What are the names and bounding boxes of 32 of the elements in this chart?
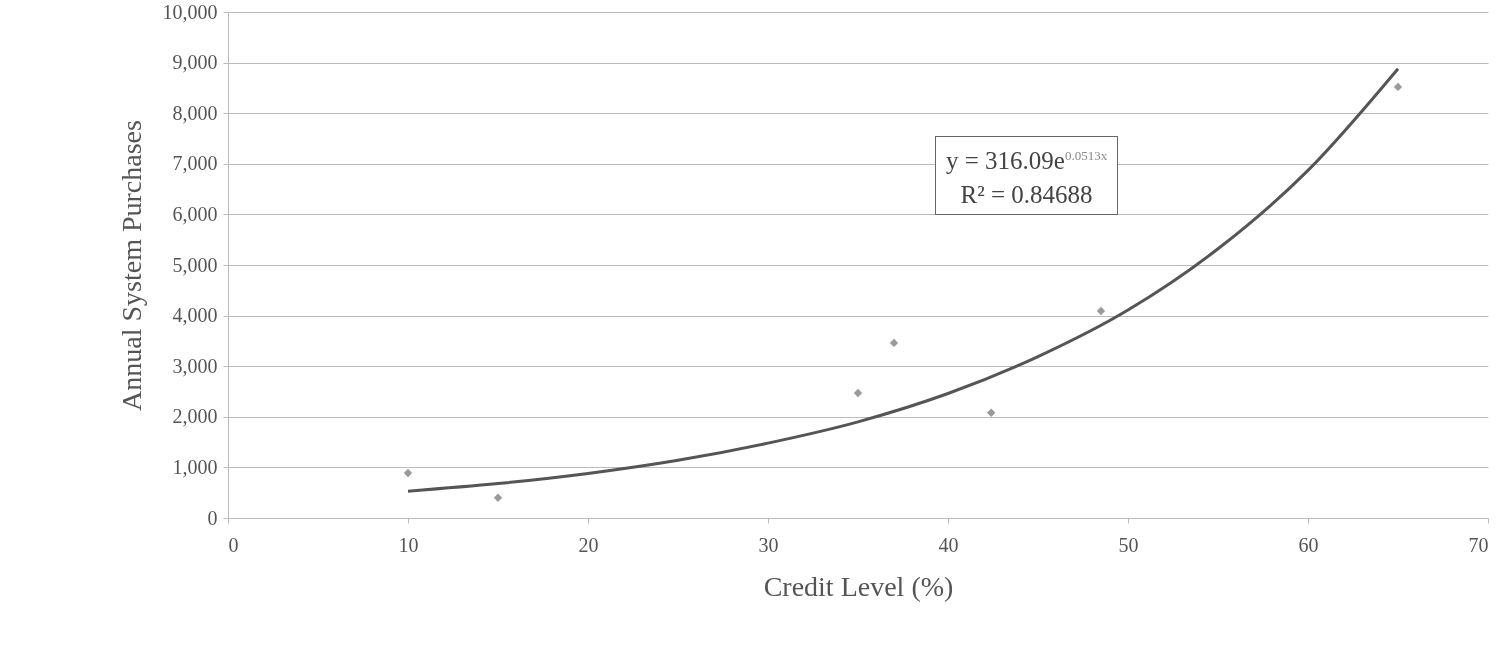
annotation: y = 316.09e$^{0.0513x}$	[946, 146, 1108, 177]
point	[1393, 82, 1403, 92]
y-tick-label: 5,000	[172, 253, 218, 276]
point	[1096, 306, 1106, 316]
y-tick-label: 0	[207, 506, 218, 529]
y-axis-title: Annual System Purchases	[115, 120, 147, 411]
annotation: R² = 0.84688	[959, 180, 1094, 211]
point	[853, 388, 863, 398]
point	[403, 468, 413, 478]
point	[889, 338, 899, 348]
x-tick-label: 70	[1468, 533, 1489, 556]
point	[987, 408, 996, 417]
x-tick-label: 20	[578, 533, 599, 556]
y-tick-label: 8,000	[172, 101, 218, 124]
x-tick-label: 10	[398, 533, 419, 556]
x-tick-label: 0	[228, 533, 239, 556]
line-series	[406, 67, 1400, 493]
y-tick-label: 7,000	[172, 152, 218, 175]
point	[493, 493, 503, 502]
x-tick-label: 40	[938, 533, 959, 556]
y-tick-label: 6,000	[172, 202, 218, 225]
x-tick-label: 50	[1118, 533, 1139, 556]
y-tick-label: 2,000	[172, 405, 218, 428]
y-tick-label: 1,000	[172, 455, 218, 478]
y-tick-label: 4,000	[172, 304, 218, 327]
equation-box: y = 316.09e$^{0.0513x}$ R² = 0.84688	[935, 136, 1119, 216]
y-tick-label: 10,000	[162, 0, 218, 23]
x-tick-label: 30	[758, 533, 779, 556]
y-tick-label: 3,000	[172, 354, 218, 377]
x-tick-label: 60	[1298, 533, 1319, 556]
x-axis-title: Credit Level (%)	[763, 570, 954, 602]
y-tick-label: 9,000	[172, 51, 218, 74]
